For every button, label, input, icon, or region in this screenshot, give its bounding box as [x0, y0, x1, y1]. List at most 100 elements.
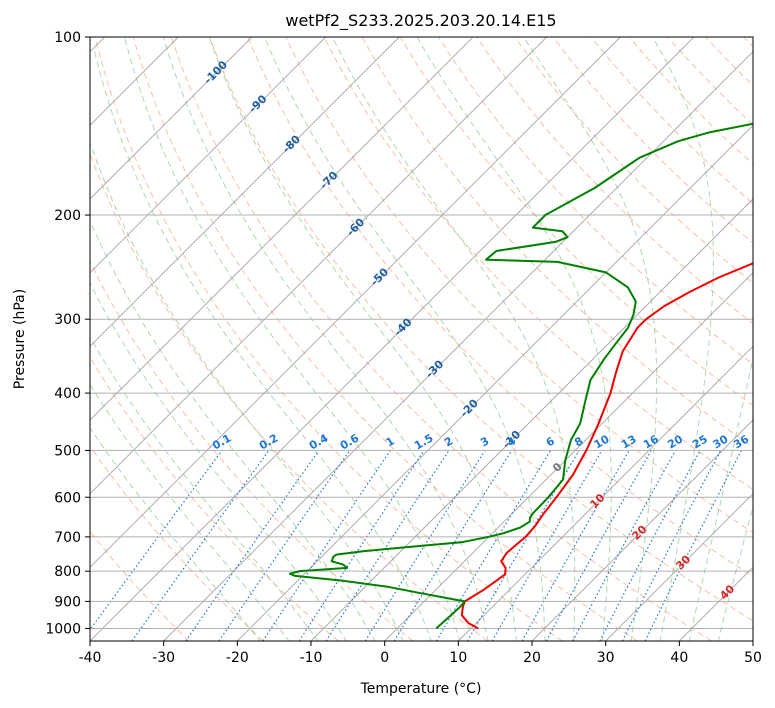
y-tick-label: 800 [54, 564, 81, 580]
dry-adiabat [132, 37, 638, 641]
dry-adiabat [90, 445, 264, 641]
dry-adiabat [247, 37, 753, 577]
chart-title: wetPf2_S233.2025.203.20.14.E15 [285, 11, 556, 31]
mixing-ratio-line [185, 450, 320, 641]
data-lines [288, 122, 753, 630]
isotherm-line [752, 640, 753, 641]
moist-adiabat [208, 37, 518, 641]
mixing-ratio-line [644, 450, 743, 641]
mixing-ratio-line [572, 450, 677, 641]
mixing-ratio-line [393, 450, 513, 641]
dry-adiabat [90, 260, 414, 641]
mixing-ratio-label: 0.2 [257, 431, 280, 452]
isotherm-line [384, 271, 753, 641]
mixing-ratio-line [521, 450, 630, 641]
mixing-ratio-line [90, 450, 223, 631]
isotherm-line [678, 566, 753, 641]
dry-adiabat [170, 37, 712, 641]
x-tick-label: 0 [380, 650, 389, 666]
isotherm-line [90, 37, 621, 569]
x-tick-label: -20 [226, 650, 249, 666]
isotherm-line [90, 37, 548, 495]
mixing-ratio-label: 1.5 [412, 431, 435, 452]
isotherm-line [457, 345, 753, 641]
moist-adiabat [717, 505, 753, 641]
y-tick-label: 500 [54, 443, 81, 459]
mixing-ratio-label: 0.6 [338, 431, 362, 452]
isotherm-line [90, 37, 400, 348]
mixing-ratio-label: 25 [690, 433, 710, 452]
dry-adiabat [94, 37, 563, 641]
dry-adiabat [743, 37, 753, 48]
mixing-ratio-line [131, 450, 270, 641]
moist-adiabat [90, 426, 261, 641]
moist-adiabat [331, 37, 576, 641]
isotherm-line [605, 492, 753, 641]
isotherm-line [90, 37, 474, 421]
moist-adiabat [90, 336, 319, 641]
mixing-ratio-line [325, 450, 450, 641]
dry-adiabat [437, 37, 753, 365]
mixing-ratio-label: 30 [711, 432, 731, 451]
x-tick-label: 20 [523, 650, 541, 666]
x-axis-label: Temperature (°C) [360, 681, 482, 697]
dry-adiabat [705, 37, 753, 87]
x-tick-label: 30 [597, 650, 615, 666]
y-tick-label: 400 [54, 386, 81, 402]
isotherm-line [310, 198, 753, 641]
dry-adiabat [209, 37, 753, 622]
background-lines [90, 37, 753, 641]
moist-adiabat [523, 37, 658, 641]
temperature-line [460, 262, 753, 630]
x-tick-label: -30 [152, 650, 175, 666]
y-tick-label: 900 [54, 594, 81, 610]
dry-adiabat [90, 152, 488, 641]
mixing-ratio-label: 36 [731, 432, 751, 451]
isotherm-line [90, 37, 327, 274]
mixing-ratio-label: 20 [665, 432, 685, 451]
moist-adiabat [162, 37, 489, 641]
x-tick-label: 40 [670, 650, 688, 666]
mixing-ratio-line [262, 450, 391, 641]
isotherm-line [163, 50, 753, 641]
mixing-ratio-label: 13 [619, 433, 639, 452]
mixing-ratio-label: 2 [442, 434, 455, 449]
moist-adiabat [264, 37, 546, 641]
moist-adiabat [124, 37, 461, 641]
moist-adiabat [90, 282, 347, 641]
mixing-ratio-line [545, 450, 652, 641]
x-tick-label: -40 [79, 650, 102, 666]
moist-adiabat [90, 219, 376, 641]
dry-adiabat [514, 37, 753, 284]
moist-adiabat [688, 355, 753, 641]
dry-adiabat [285, 37, 753, 534]
moist-adiabat [416, 37, 612, 641]
isotherm-line [531, 419, 753, 641]
dry-adiabat [90, 356, 339, 641]
y-tick-label: 100 [54, 30, 81, 46]
y-tick-label: 700 [54, 530, 81, 546]
moist-adiabat [90, 383, 290, 641]
mixing-ratio-line [298, 450, 425, 641]
moist-adiabat [652, 37, 714, 641]
plot-frame [89, 36, 754, 642]
mixing-ratio-line [621, 450, 722, 641]
y-tick-label: 600 [54, 490, 81, 506]
y-tick-label: 1000 [45, 621, 81, 637]
grid [90, 36, 753, 629]
mixing-ratio-label: 16 [641, 432, 661, 451]
y-tick-label: 200 [54, 208, 81, 224]
dry-adiabat [667, 37, 753, 126]
mixing-ratio-label: 10 [592, 432, 612, 451]
mixing-ratio-label: 3 [478, 434, 491, 449]
mixing-ratio-label: 1 [384, 434, 397, 449]
dewpoint-line [288, 122, 753, 630]
mixing-ratio-line [218, 450, 351, 641]
x-tick-label: 10 [449, 650, 467, 666]
mixing-ratio-label: 0.1 [210, 431, 233, 452]
mixing-ratio-label: 0.4 [307, 431, 331, 452]
isotherm-line [90, 37, 695, 641]
x-tick-label: -10 [300, 650, 323, 666]
moist-adiabat [90, 140, 404, 641]
